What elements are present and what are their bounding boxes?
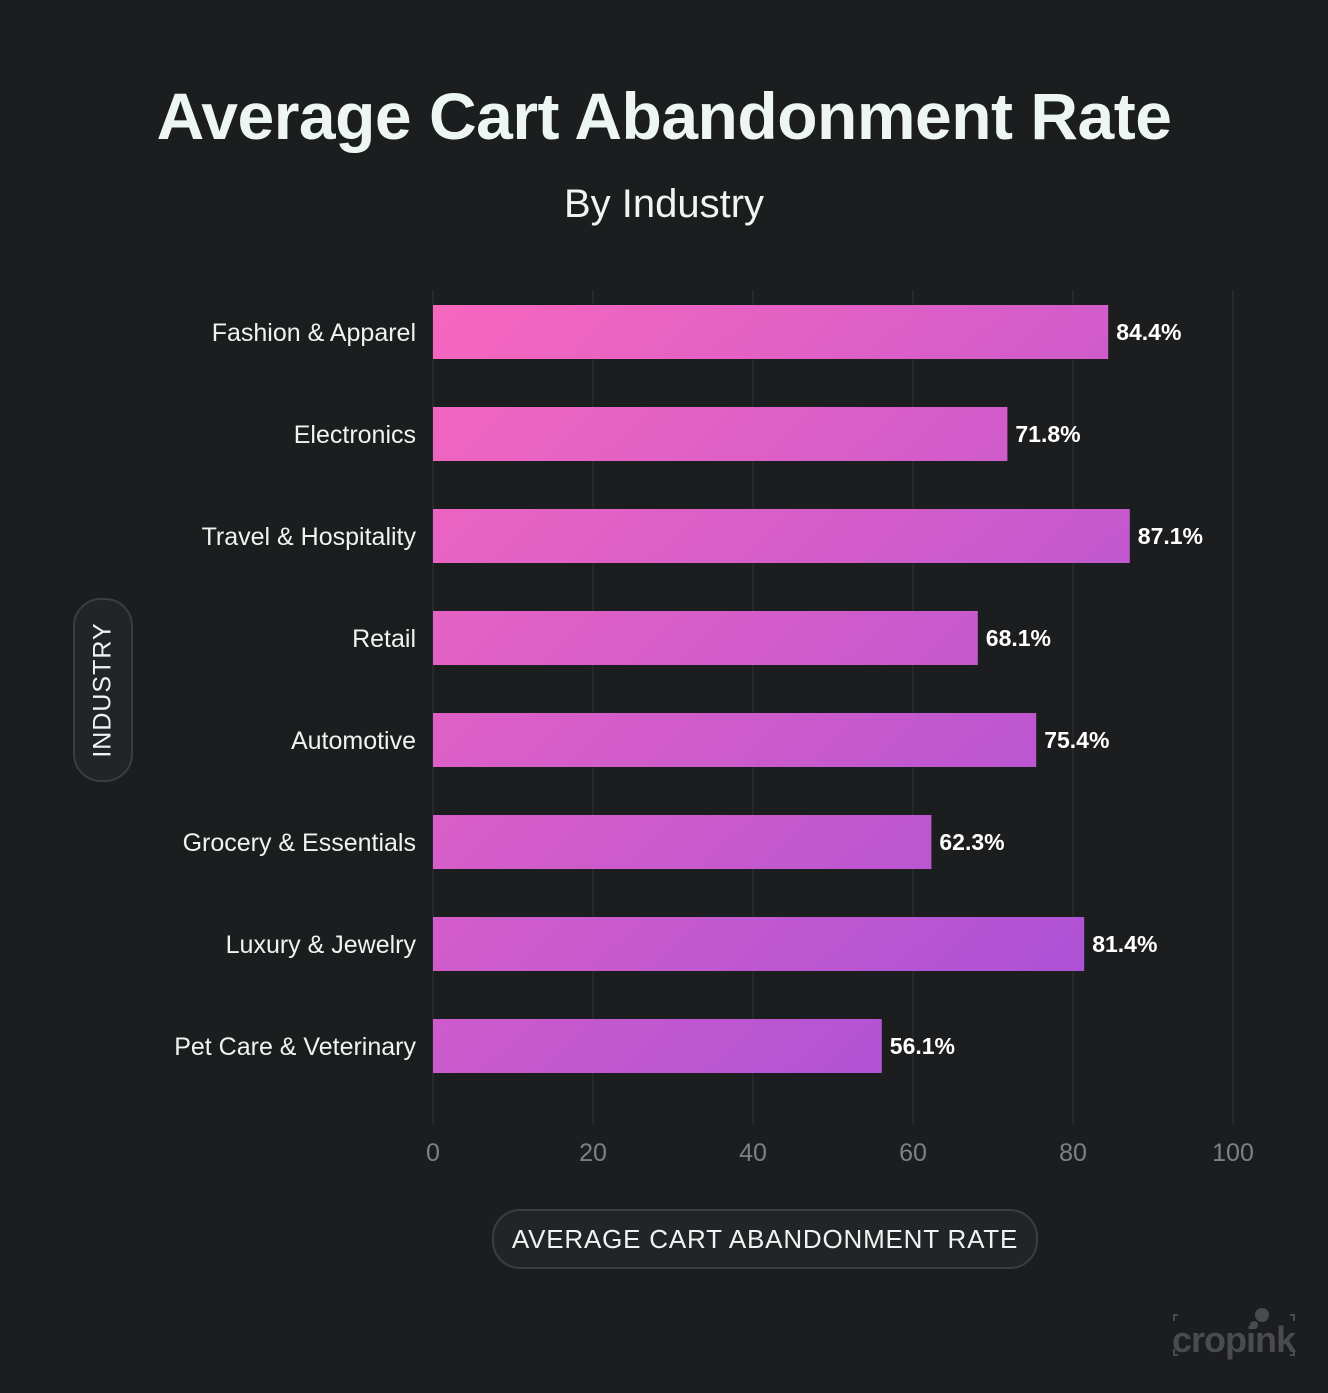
y-tick-label: Fashion & Apparel [212, 319, 416, 347]
bar [433, 815, 932, 869]
y-tick-label: Electronics [294, 421, 416, 449]
chart-title: Average Cart Abandonment Rate [156, 79, 1172, 153]
x-tick-label: 40 [739, 1139, 767, 1167]
bar [433, 611, 978, 665]
y-axis-label: INDUSTRY [73, 598, 133, 782]
data-label: 81.4% [1092, 931, 1157, 957]
chart-subtitle: By Industry [563, 182, 765, 226]
x-tick-label: 20 [579, 1139, 607, 1167]
data-label: 68.1% [986, 625, 1051, 651]
data-label: 87.1% [1138, 523, 1203, 549]
data-label: 71.8% [1015, 421, 1080, 447]
y-tick-label: Grocery & Essentials [183, 829, 416, 857]
x-tick-label: 100 [1212, 1139, 1254, 1167]
y-axis-label-text: INDUSTRY [88, 622, 117, 758]
data-label: 75.4% [1044, 727, 1109, 753]
y-tick-label: Automotive [291, 727, 416, 755]
logo-text: cropink [1172, 1319, 1296, 1360]
y-tick-label: Retail [352, 625, 416, 653]
x-axis-label: AVERAGE CART ABANDONMENT RATE [492, 1209, 1038, 1269]
bar [433, 713, 1037, 767]
y-tick-label: Luxury & Jewelry [226, 931, 417, 959]
y-tick-label: Pet Care & Veterinary [174, 1033, 416, 1061]
bar [433, 917, 1085, 971]
x-tick-label: 80 [1059, 1139, 1087, 1167]
logo-frame-icon [1173, 1308, 1295, 1356]
x-tick-label: 60 [899, 1139, 927, 1167]
bar [433, 407, 1008, 461]
bar [433, 1019, 882, 1073]
bar [433, 305, 1109, 359]
data-label: 62.3% [939, 829, 1004, 855]
x-tick-label: 0 [426, 1139, 440, 1167]
y-tick-label: Travel & Hospitality [202, 523, 417, 551]
cropink-logo: cropink [1168, 1305, 1296, 1361]
bar [433, 509, 1130, 563]
data-label: 56.1% [890, 1033, 955, 1059]
data-label: 84.4% [1116, 319, 1181, 345]
